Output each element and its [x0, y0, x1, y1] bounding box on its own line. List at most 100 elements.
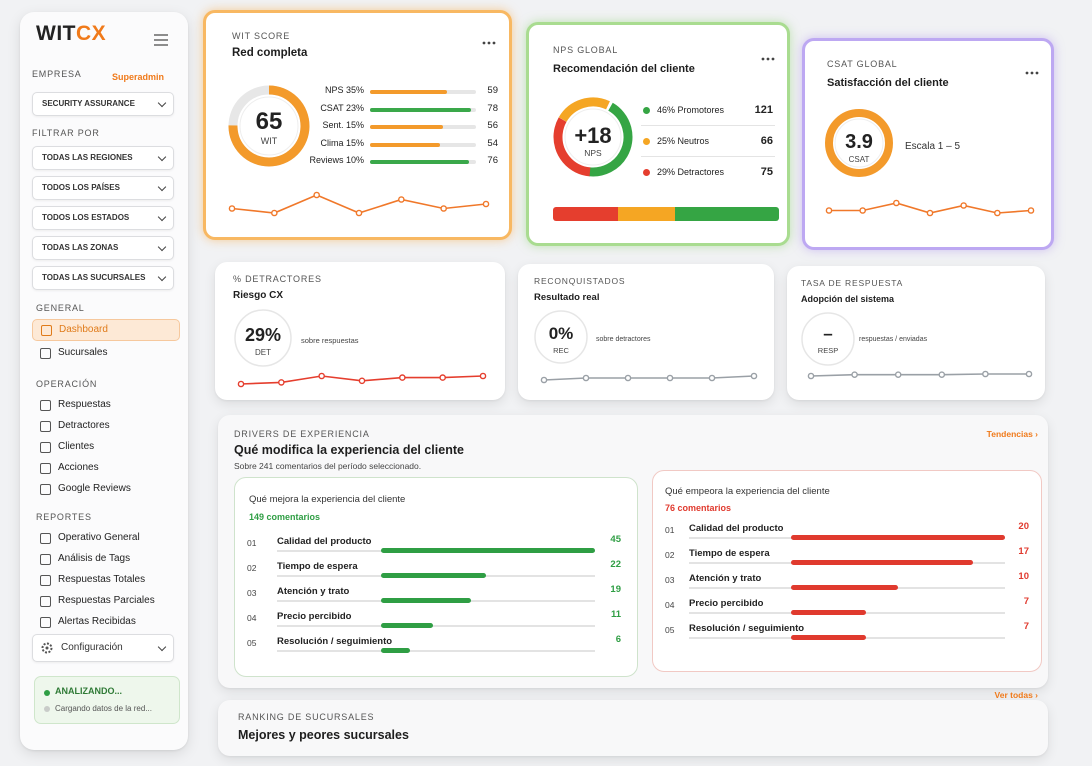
row-bar — [370, 90, 447, 94]
card-label: TASA DE RESPUESTA — [801, 278, 904, 288]
filter-select[interactable]: TODOS LOS PAÍSES — [32, 176, 174, 200]
negative-panel: Qué empeora la experiencia del cliente 7… — [652, 470, 1042, 672]
kpi-circle — [801, 312, 855, 366]
nav-label: Respuestas Totales — [58, 574, 146, 585]
sparkline-point — [582, 374, 590, 382]
nav-item[interactable]: Respuestas Totales — [32, 570, 178, 590]
row-value: 56 — [487, 120, 498, 131]
sparkline — [228, 191, 490, 217]
logo-cx: CX — [75, 22, 107, 45]
nav-label: Operativo General — [58, 532, 140, 543]
filter-select[interactable]: TODOS LOS ESTADOS — [32, 206, 174, 230]
nps-card: NPS GLOBAL Recomendación del cliente +18… — [526, 22, 790, 246]
reconquered-card: RECONQUISTADOS Resultado real 0% REC sob… — [518, 264, 774, 400]
positive-panel: Qué mejora la experiencia del cliente 14… — [234, 477, 638, 677]
sparkline-point — [859, 207, 866, 214]
panel-count: 149 comentarios — [249, 512, 321, 522]
kpi-value: 29% — [244, 325, 282, 345]
filter-label: TODOS LOS PAÍSES — [42, 183, 120, 192]
sparkline-point — [440, 205, 447, 212]
filter-label: TODAS LAS REGIONES — [42, 153, 133, 162]
sparkline-point — [960, 202, 967, 209]
nav-item[interactable]: Análisis de Tags — [32, 549, 178, 569]
card-title: Red completa — [232, 47, 308, 59]
wit-card: WIT SCORE Red completa 65 WIT NPS 35% 59 C… — [203, 10, 512, 240]
nav-icon — [40, 463, 51, 474]
sparkline-point — [666, 374, 674, 382]
see-all-link[interactable]: Ver todas › — [994, 690, 1038, 700]
role[interactable]: Superadmin — [112, 72, 165, 82]
driver-name: Calidad del producto — [277, 536, 372, 547]
nav-item[interactable]: Sucursales — [32, 343, 178, 363]
trends-link[interactable]: Tendencias › — [986, 429, 1038, 439]
sparkline-point — [1025, 370, 1033, 378]
driver-value: 6 — [615, 634, 621, 645]
sparkline-point — [624, 374, 632, 382]
filter-select[interactable]: TODAS LAS REGIONES — [32, 146, 174, 170]
filter-select[interactable]: TODAS LAS SUCURSALES — [32, 266, 174, 290]
sparkline-point — [750, 372, 758, 380]
sparkline-point — [926, 209, 934, 217]
filter-select[interactable]: TODAS LAS ZONAS — [32, 236, 174, 260]
nps-segment — [553, 207, 618, 221]
nav-label: Sucursales — [58, 347, 108, 358]
chevron — [157, 98, 167, 108]
filter-label: TODAS LAS ZONAS — [42, 243, 119, 252]
card-title: Mejores y peores sucursales — [238, 728, 409, 742]
nav-item[interactable]: Respuestas — [32, 395, 178, 415]
sparkline-point — [982, 370, 989, 378]
sparkline — [237, 372, 487, 388]
row-bar — [370, 142, 441, 147]
driver-bar — [381, 548, 595, 553]
kpi-circle — [534, 310, 588, 364]
nav-item[interactable]: Clientes — [32, 437, 178, 457]
settings-label: Configuración — [61, 642, 123, 653]
driver-name: Calidad del producto — [689, 523, 784, 534]
sparkline-point — [479, 372, 487, 380]
kpi-value: – — [823, 324, 833, 343]
menu-dots[interactable] — [1025, 71, 1039, 75]
menu-dots[interactable] — [761, 57, 775, 61]
panel-title: Qué mejora la experiencia del cliente — [249, 494, 406, 505]
nav-item[interactable]: Operativo General — [32, 528, 178, 548]
company: SECURITY ASSURANCE — [42, 99, 135, 108]
nav-icon — [40, 421, 51, 432]
ranking-card: RANKING DE SUCURSALES Mejores y peores s… — [218, 690, 1048, 756]
nav-icon — [40, 442, 51, 453]
filter-label: TODAS LAS SUCURSALES — [42, 273, 146, 282]
nav-item[interactable]: Respuestas Parciales — [32, 591, 178, 611]
company-select[interactable]: SECURITY ASSURANCE — [32, 92, 174, 116]
nav-item[interactable]: Google Reviews — [32, 479, 178, 499]
sparkline-point — [271, 209, 278, 217]
driver-rank: 02 — [665, 550, 675, 560]
row-value: 54 — [487, 137, 498, 149]
status-dot2 — [44, 706, 50, 712]
card-title: Qué modifica la experiencia del cliente — [234, 443, 464, 457]
nav-icon — [40, 400, 51, 411]
sparkline-point — [399, 374, 406, 381]
driver-rank: 03 — [247, 588, 257, 598]
nav-item[interactable]: Acciones — [32, 458, 178, 478]
sparkline — [540, 372, 758, 384]
sparkline-path — [543, 375, 755, 381]
sparkline — [825, 199, 1035, 217]
menu-icon[interactable] — [154, 34, 168, 46]
card-title: Recomendación del cliente — [553, 63, 695, 75]
nav-item[interactable]: Dashboard — [32, 319, 180, 341]
chevron — [157, 212, 167, 222]
driver-name: Precio percibido — [689, 598, 764, 609]
sparkline-point — [851, 371, 858, 378]
sparkline-point — [894, 371, 902, 378]
sparkline-point — [540, 376, 548, 384]
menu-dots[interactable] — [482, 41, 496, 45]
sparkline-point — [355, 209, 363, 217]
card-title: Satisfacción del cliente — [827, 77, 949, 89]
driver-value: 17 — [1018, 546, 1029, 557]
nav-label: Dashboard — [59, 324, 108, 335]
score: 3.9 — [845, 131, 873, 153]
nav-icon — [41, 325, 52, 336]
nav-item[interactable]: Detractores — [32, 416, 178, 436]
settings[interactable]: Configuración — [32, 634, 174, 662]
nav-item[interactable]: Alertas Recibidas — [32, 612, 178, 632]
row-value: 121 — [754, 104, 773, 116]
